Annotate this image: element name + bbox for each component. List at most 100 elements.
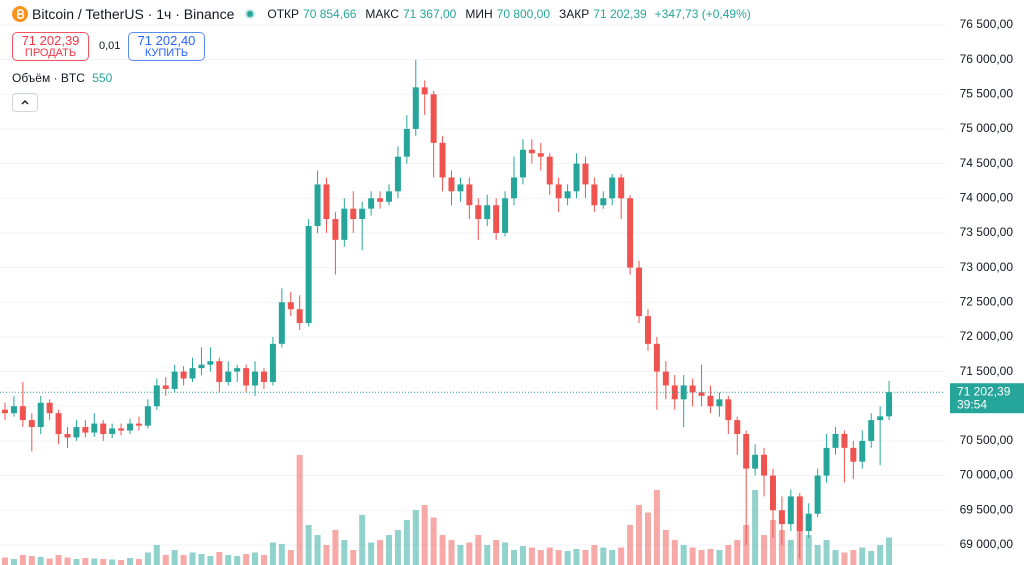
candle-body: [734, 420, 741, 434]
volume-bar: [394, 530, 401, 565]
volume-bar: [430, 517, 437, 565]
candle-body: [653, 343, 660, 372]
candle-body: [385, 191, 392, 202]
candle-body: [73, 427, 80, 438]
candle-body: [314, 184, 321, 226]
volume-bar: [296, 455, 303, 565]
volume-bar: [519, 546, 526, 565]
low-label: МИН: [465, 7, 493, 21]
volume-bar: [225, 555, 232, 565]
candle-body: [180, 371, 187, 379]
candle-body: [707, 395, 714, 407]
volume-bar: [55, 555, 62, 565]
volume-bar: [216, 552, 223, 565]
candle-body: [421, 87, 428, 95]
low: 70 800,00: [496, 7, 551, 21]
volume-bar: [734, 540, 741, 565]
volume-bar: [832, 550, 839, 565]
candle-body: [582, 163, 589, 185]
volume-bar: [385, 535, 392, 565]
volume-bar: [412, 510, 419, 565]
volume-bar: [162, 555, 169, 565]
volume-bar: [82, 558, 89, 565]
y-tick-label: 73 000,00: [960, 260, 1014, 274]
volume-bar: [778, 530, 785, 565]
candle-body: [636, 267, 643, 317]
sell-button[interactable]: 71 202,39 ПРОДАТЬ: [12, 32, 89, 61]
candle-body: [484, 205, 491, 220]
volume-bar: [153, 545, 160, 565]
volume-bar: [403, 520, 410, 565]
volume-bar: [752, 490, 759, 565]
candle-body: [341, 208, 348, 240]
open: 70 854,66: [303, 7, 357, 21]
volume-bar: [582, 550, 589, 565]
sell-price: 71 202,39: [21, 33, 80, 48]
volume-bar: [341, 540, 348, 565]
volume-bar: [805, 535, 812, 565]
volume-bar: [91, 558, 98, 565]
candle-body: [305, 226, 312, 324]
volume-bar: [19, 555, 26, 565]
volume-label: Объём · BTC: [12, 71, 85, 85]
candle-body: [787, 496, 794, 525]
volume-bar: [109, 559, 116, 565]
candle-body: [287, 302, 294, 310]
candle-body: [100, 423, 107, 434]
candle-body: [805, 513, 812, 532]
candle-body: [127, 423, 134, 431]
close-label: ЗАКР: [559, 7, 590, 21]
candle-body: [662, 371, 669, 386]
collapse-button[interactable]: [12, 93, 38, 112]
candle-body: [91, 423, 98, 433]
candle-body: [332, 219, 339, 240]
volume-bar: [743, 525, 750, 565]
volume-bar: [564, 551, 571, 565]
candle-body: [796, 496, 803, 532]
candle-body: [430, 94, 437, 143]
volume-bar: [314, 535, 321, 565]
candle-body: [278, 302, 285, 344]
volume-bar: [787, 540, 794, 565]
candle-body: [680, 385, 687, 400]
candle-body: [823, 447, 830, 476]
candle-body: [19, 406, 26, 421]
candle-body: [689, 385, 696, 393]
price-tag: [950, 383, 1024, 414]
candle-body: [252, 371, 259, 386]
candle-body: [573, 163, 580, 192]
volume-bar: [868, 551, 875, 565]
volume-bar: [457, 545, 464, 565]
volume-bar: [707, 549, 714, 565]
volume-bar: [243, 554, 250, 565]
volume-bar: [555, 550, 562, 565]
candle-body: [600, 198, 607, 206]
volume-legend: Объём · BTC 550: [12, 71, 112, 85]
volume-bar: [260, 555, 267, 565]
candle-body: [850, 447, 857, 462]
volume-bar: [886, 537, 893, 565]
y-tick-label: 74 500,00: [960, 156, 1014, 170]
candle-body: [591, 184, 598, 206]
volume-bar: [189, 552, 196, 565]
volume-bar: [814, 545, 821, 565]
candle-body: [2, 409, 8, 414]
volume-bar: [350, 550, 357, 565]
volume-bar: [546, 547, 553, 565]
volume-bar: [698, 550, 705, 565]
volume-bar: [198, 554, 205, 565]
candle-body: [162, 385, 169, 389]
volume-bar: [37, 557, 44, 565]
y-tick-label: 69 500,00: [960, 502, 1014, 516]
volume-bar: [332, 530, 339, 565]
candle-body: [323, 184, 330, 220]
high-label: МАКС: [365, 7, 399, 21]
candle-body: [37, 402, 44, 428]
volume-bar: [448, 540, 455, 565]
volume-bar: [144, 552, 151, 565]
volume-bar: [859, 547, 866, 565]
volume-bar: [171, 550, 178, 565]
candle-body: [466, 184, 473, 206]
buy-button[interactable]: 71 202,40 КУПИТЬ: [128, 32, 205, 61]
